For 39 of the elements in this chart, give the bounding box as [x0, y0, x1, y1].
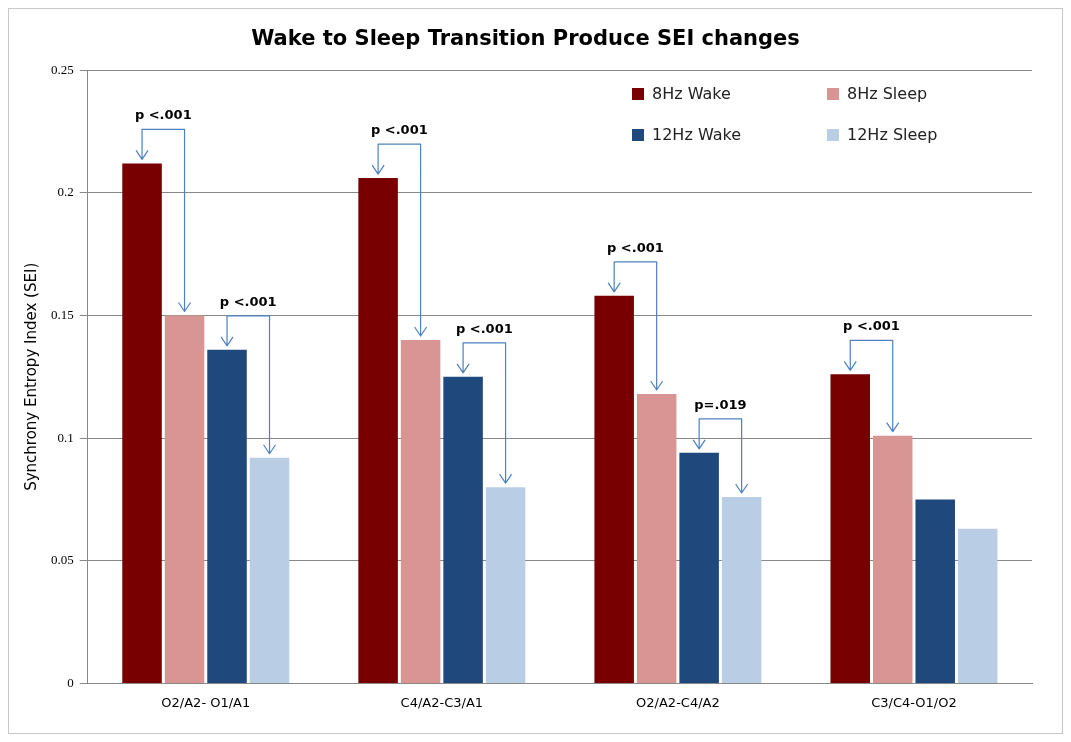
legend-label: 8Hz Wake — [652, 84, 731, 104]
x-tick-label: C3/C4-O1/O2 — [871, 694, 957, 710]
bar — [915, 499, 955, 683]
y-tick-label: 0.25 — [51, 61, 74, 77]
bar — [721, 496, 762, 683]
y-tick-label: 0.15 — [51, 306, 74, 322]
bar — [207, 349, 247, 683]
bar — [679, 452, 719, 683]
legend-label: 12Hz Sleep — [847, 125, 938, 145]
annotation: p <.001 — [455, 320, 513, 336]
annotation: p <.001 — [607, 239, 664, 255]
bar — [358, 178, 398, 683]
bar — [122, 163, 162, 683]
chart-title: Wake to Sleep Transition Produce SEI changes — [251, 26, 800, 51]
bar — [830, 374, 870, 683]
x-tick-label: C4/A2-C3/A1 — [400, 694, 484, 710]
bar — [249, 457, 290, 683]
bar — [443, 376, 483, 683]
legend-label: 12Hz Wake — [652, 125, 742, 145]
bar — [957, 528, 998, 683]
y-tick-label: 0.2 — [57, 184, 74, 200]
y-tick-label: 0.1 — [57, 429, 74, 445]
bar — [636, 393, 677, 683]
x-tick-label: O2/A2- O1/A1 — [161, 694, 251, 710]
annotation: p <.001 — [134, 107, 192, 123]
bar — [164, 315, 205, 683]
y-tick-label: 0.05 — [51, 552, 74, 568]
annotation: p <.001 — [219, 293, 277, 309]
x-tick-label: O2/A2-C4/A2 — [636, 694, 720, 710]
bar — [872, 435, 913, 683]
annotation: p=.019 — [694, 396, 747, 412]
bar — [400, 340, 441, 683]
bar — [485, 487, 526, 683]
annotation: p <.001 — [843, 318, 900, 334]
y-axis-title: Synchrony Entropy Index (SEI) — [21, 262, 40, 491]
legend-label: 8Hz Sleep — [847, 84, 928, 104]
annotation: p <.001 — [370, 122, 428, 138]
y-tick-label: 0 — [67, 674, 74, 690]
bar — [594, 295, 634, 683]
